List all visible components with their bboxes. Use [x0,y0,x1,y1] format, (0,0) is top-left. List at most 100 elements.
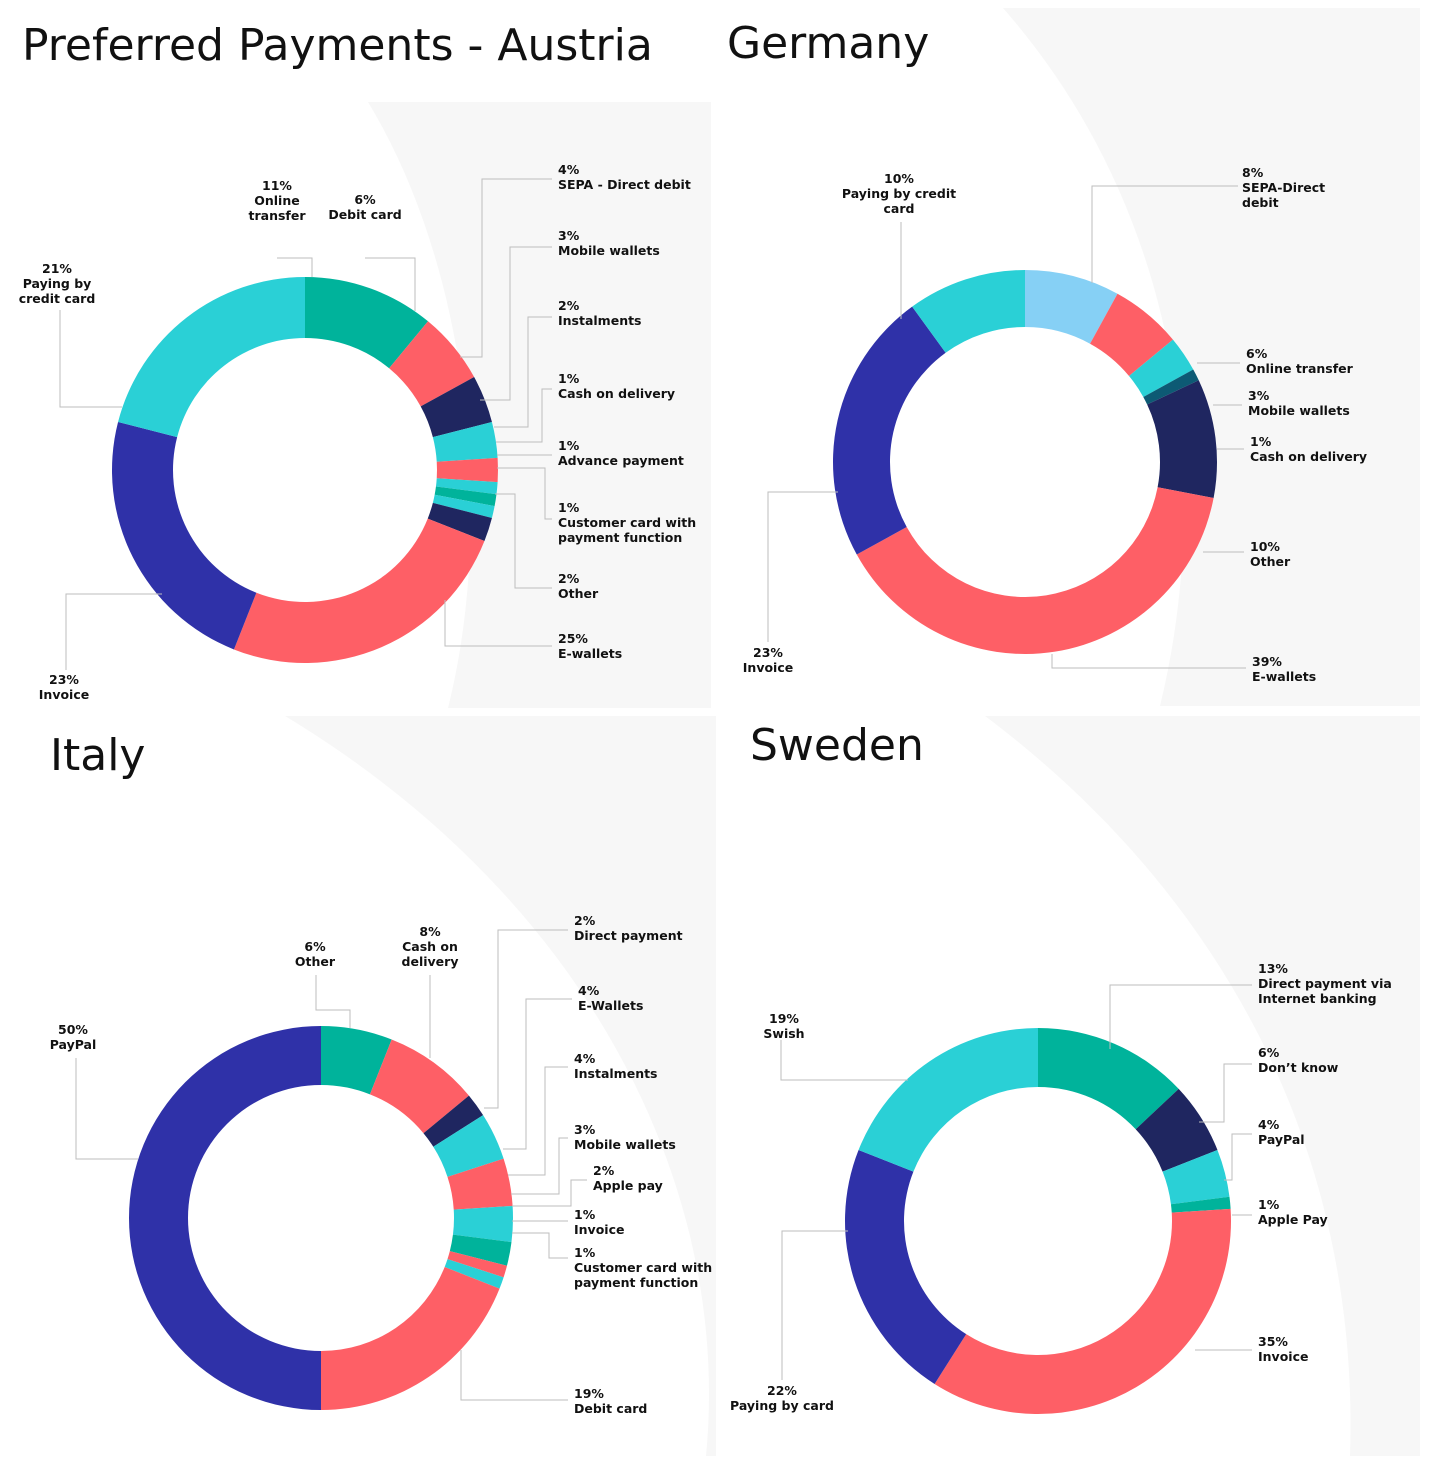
data-label-value: 22% [767,1383,797,1398]
data-label-name: Direct payment [574,928,683,943]
slice-e-wallets [856,487,1214,654]
data-label-name: Mobile wallets [558,243,660,258]
data-label-value: 6% [1258,1045,1280,1060]
data-label-value: 1% [558,500,580,515]
leader-line-debit-card [460,1350,568,1401]
leader-line-apple-pay [512,1179,587,1207]
data-label-value: 2% [593,1163,615,1178]
leader-line-instalments [494,316,552,428]
leader-line-paying-by-card [781,1230,848,1380]
leader-line-direct-payment-via-internet-banking [1109,984,1252,1049]
data-label-name: Instalments [574,1066,658,1081]
data-label-value: 2% [558,298,580,313]
data-label-name: Paying by credit card [842,186,956,216]
data-label-name: Invoice [39,687,89,702]
donut [833,270,1217,654]
slice-invoice [447,1251,507,1278]
data-label-name: Direct payment via Internet banking [1258,976,1392,1006]
data-label-value: 6% [304,939,326,954]
leader-line-sepa-direct-debit [460,178,552,358]
leader-line-mobile-wallets [480,246,552,401]
leader-line-debit-card [365,257,416,311]
data-label-value: 39% [1252,654,1282,669]
slice-invoice [833,306,946,555]
chart-austria: Preferred Payments - Austria 11%Online tra… [19,20,696,702]
panel-bg-italy [285,716,716,1456]
data-label-value: 8% [1242,165,1264,180]
data-label-value: 21% [42,261,72,276]
slice-apple-pay [1170,1196,1231,1213]
slice-cash-on-delivery [435,478,498,495]
data-label-name: Debit card [574,1401,647,1416]
data-label-name: Advance payment [558,453,684,468]
data-label-name: Cash on delivery [402,939,459,969]
chart-title: Sweden [750,720,924,771]
donut [129,1026,514,1410]
leader-line-online-transfer [277,257,313,277]
chart-title: Germany [727,18,929,69]
slice-invoice [112,422,257,650]
data-label-name: Other [295,954,336,969]
data-label-name: Mobile wallets [574,1137,676,1152]
donut [112,277,498,663]
leader-line-direct-payment [484,929,568,1109]
data-label-name: Apple pay [593,1178,663,1193]
data-label-name: PayPal [1258,1132,1305,1147]
leader-line-sepa-direct-debit [1091,185,1238,283]
data-label-value: 50% [58,1022,88,1037]
data-label-value: 1% [574,1245,596,1260]
slice-instalments [447,1158,513,1210]
chart-sweden: Sweden 13%Direct payment via Internet bank… [730,720,1392,1414]
data-label-name: Invoice [743,660,793,675]
data-label-name: Cash on delivery [1250,449,1367,464]
data-label-name: Instalments [558,313,642,328]
chart-germany: Germany 8%SEPA-Direct debit 6%Online transf… [727,18,1367,684]
leader-line-customer-card-with-payment-function [512,1232,568,1259]
data-label-name: Customer card with payment function [574,1260,712,1290]
slice-other [1147,380,1217,498]
slice-invoice [934,1208,1231,1414]
data-label-value: 1% [1250,434,1272,449]
panel-bg-austria [368,102,711,708]
data-label-name: Paying by credit card [19,276,96,306]
slice-debit-card [389,321,475,407]
slice-mobile-wallets [452,1205,514,1243]
leader-line-instalments [508,1066,568,1176]
slice-labels: 11%Online transfer 6%Debit card 4%SEPA - Di… [19,162,696,702]
chart-title: Preferred Payments - Austria [22,20,653,71]
slice-apple-pay [449,1234,512,1266]
data-label-name: Customer card with payment function [558,515,696,545]
data-label-name: E-wallets [558,646,622,661]
leader-line-e-wallets [503,998,572,1150]
leader-line-other [315,975,351,1028]
data-label-value: 19% [574,1386,604,1401]
slice-paying-by-credit-card [118,277,306,438]
slice-labels: 8%SEPA-Direct debit 6%Online transfer 3%Mob… [743,165,1367,684]
leader-line-customer-card-with-payment-function [497,467,552,520]
data-label-value: 13% [1258,961,1288,976]
data-label-name: Invoice [574,1222,624,1237]
slice-e-wallets [233,518,485,663]
slice-cash-on-delivery [369,1039,469,1134]
slice-online-transfer [305,277,429,369]
slice-other [321,1026,392,1095]
slice-labels: 13%Direct payment via Internet banking 6%D… [730,961,1392,1413]
data-label-name: Other [1250,554,1291,569]
data-label-name: Swish [763,1026,804,1041]
data-label-name: PayPal [50,1037,97,1052]
data-label-value: 1% [558,438,580,453]
data-label-name: Online transfer [249,193,307,223]
leader-line-paypal [75,1058,138,1160]
data-label-name: Cash on delivery [558,386,675,401]
slice-e-wallets [433,1115,504,1177]
data-label-value: 4% [574,1051,596,1066]
data-label-value: 2% [574,913,596,928]
leader-line-e-wallets [1051,654,1246,669]
data-label-value: 3% [1248,388,1270,403]
data-label-name: Paying by card [730,1398,834,1413]
data-label-value: 6% [354,192,376,207]
slice-paypal [1162,1149,1230,1205]
slice-customer-card-with-payment-function [444,1259,504,1289]
slice-advance-payment [434,486,497,507]
